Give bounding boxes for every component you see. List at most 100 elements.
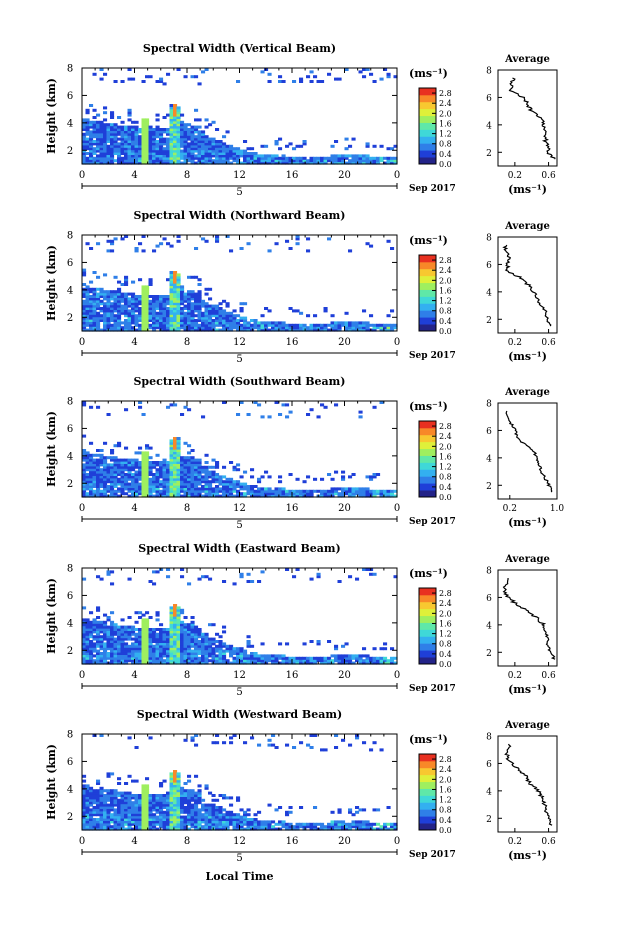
heatmap-cell	[246, 813, 251, 817]
heatmap-cell	[190, 825, 195, 829]
heatmap-cell	[250, 475, 255, 479]
heatmap-cell	[197, 130, 202, 134]
heatmap-cell	[309, 70, 314, 74]
heatmap-cell	[176, 635, 181, 639]
heatmap-cell	[166, 801, 171, 805]
heatmap-cell	[309, 640, 314, 643]
heatmap-cell	[334, 159, 339, 163]
heatmap-cell	[159, 128, 164, 131]
heatmap-cell	[236, 820, 241, 824]
heatmap-cell	[365, 161, 370, 165]
heatmap-cell	[155, 159, 160, 163]
heatmap-cell	[204, 806, 209, 809]
heatmap-cell	[169, 113, 174, 117]
heatmap-cell	[131, 321, 136, 325]
heatmap-cell	[187, 815, 192, 819]
heatmap-cell	[183, 465, 188, 469]
heatmap-cell	[215, 734, 220, 737]
heatmap-cell	[92, 808, 97, 812]
heatmap-cell	[176, 786, 181, 790]
heatmap-cell	[187, 794, 192, 797]
heatmap-cell	[190, 473, 195, 476]
heatmap-cell	[117, 125, 122, 129]
heatmap-cell	[82, 808, 87, 812]
heatmap-cell	[218, 827, 223, 831]
heatmap-cell	[281, 403, 286, 407]
heatmap-cell	[152, 473, 157, 476]
heatmap-cell	[92, 72, 97, 76]
heatmap-cell	[379, 494, 384, 498]
heatmap-cell	[159, 156, 164, 160]
heatmap-cell	[365, 568, 370, 571]
heatmap-cell	[92, 116, 97, 119]
heatmap-cell	[362, 75, 367, 79]
heatmap-cell	[320, 403, 325, 407]
heatmap-cell	[232, 309, 237, 313]
heatmap-cell	[351, 487, 356, 491]
heatmap-cell	[180, 656, 185, 660]
heatmap-cell	[183, 656, 188, 660]
heatmap-cell	[127, 736, 132, 740]
heatmap-cell	[159, 142, 164, 146]
profile-title: Average	[504, 554, 550, 565]
heatmap-cell	[85, 465, 90, 469]
heatmap-cell	[96, 326, 101, 330]
heatmap-cell	[187, 147, 192, 151]
heatmap-cell	[169, 825, 174, 829]
heatmap-cell	[131, 813, 136, 817]
heatmap-cell	[141, 489, 146, 493]
heatmap-cell	[306, 328, 311, 332]
heatmap-cell	[299, 489, 304, 493]
heatmap-cell	[82, 827, 87, 831]
heatmap-cell	[204, 642, 209, 646]
heatmap-cell	[113, 661, 118, 665]
heatmap-cell	[152, 654, 157, 658]
heatmap-cell	[155, 140, 160, 143]
heatmap-cell	[215, 632, 220, 636]
heatmap-cell	[236, 798, 241, 802]
heatmap-cell	[85, 477, 90, 481]
heatmap-cell	[110, 451, 115, 455]
heatmap-cell	[92, 465, 97, 469]
heatmap-cell	[134, 161, 139, 165]
heatmap-cell	[96, 128, 101, 131]
heatmap-cell	[89, 299, 94, 303]
heatmap-cell	[127, 632, 132, 636]
heatmap-cell	[330, 156, 335, 160]
heatmap-cell	[204, 309, 209, 313]
heatmap-cell	[96, 623, 101, 627]
heatmap-cell	[110, 147, 115, 151]
heatmap-cell	[197, 326, 202, 330]
heatmap-cell	[145, 794, 150, 797]
heatmap-cell	[194, 820, 199, 824]
heatmap-cell	[201, 644, 206, 648]
heatmap-cell	[187, 654, 192, 658]
heatmap-cell	[148, 652, 153, 655]
heatmap-cell	[197, 156, 202, 160]
heatmap-cell	[313, 328, 318, 332]
heatmap-cell	[134, 475, 139, 479]
heatmap-cell	[218, 494, 223, 498]
heatmap-cell	[148, 798, 153, 802]
heatmap-cell	[323, 661, 328, 665]
heatmap-cell	[204, 656, 209, 660]
heatmap-cell	[99, 623, 104, 627]
heatmap-cell	[145, 477, 150, 481]
heatmap-cell	[306, 492, 311, 496]
heatmap-cell	[85, 287, 90, 291]
heatmap-cell	[124, 128, 129, 131]
heatmap-cell	[127, 649, 132, 653]
heatmap-cell	[215, 813, 220, 817]
heatmap-cell	[99, 630, 104, 634]
heatmap-cell	[117, 321, 122, 325]
heatmap-cell	[110, 142, 115, 146]
heatmap-cell	[96, 161, 101, 165]
heatmap-cell	[85, 316, 90, 320]
heatmap-cell	[246, 580, 251, 583]
heatmap-cell	[190, 489, 195, 493]
heatmap-cell	[320, 494, 325, 498]
heatmap-cell	[243, 328, 248, 332]
heatmap-cell	[106, 323, 111, 327]
heatmap-cell	[264, 470, 269, 474]
heatmap-cell	[155, 135, 160, 139]
